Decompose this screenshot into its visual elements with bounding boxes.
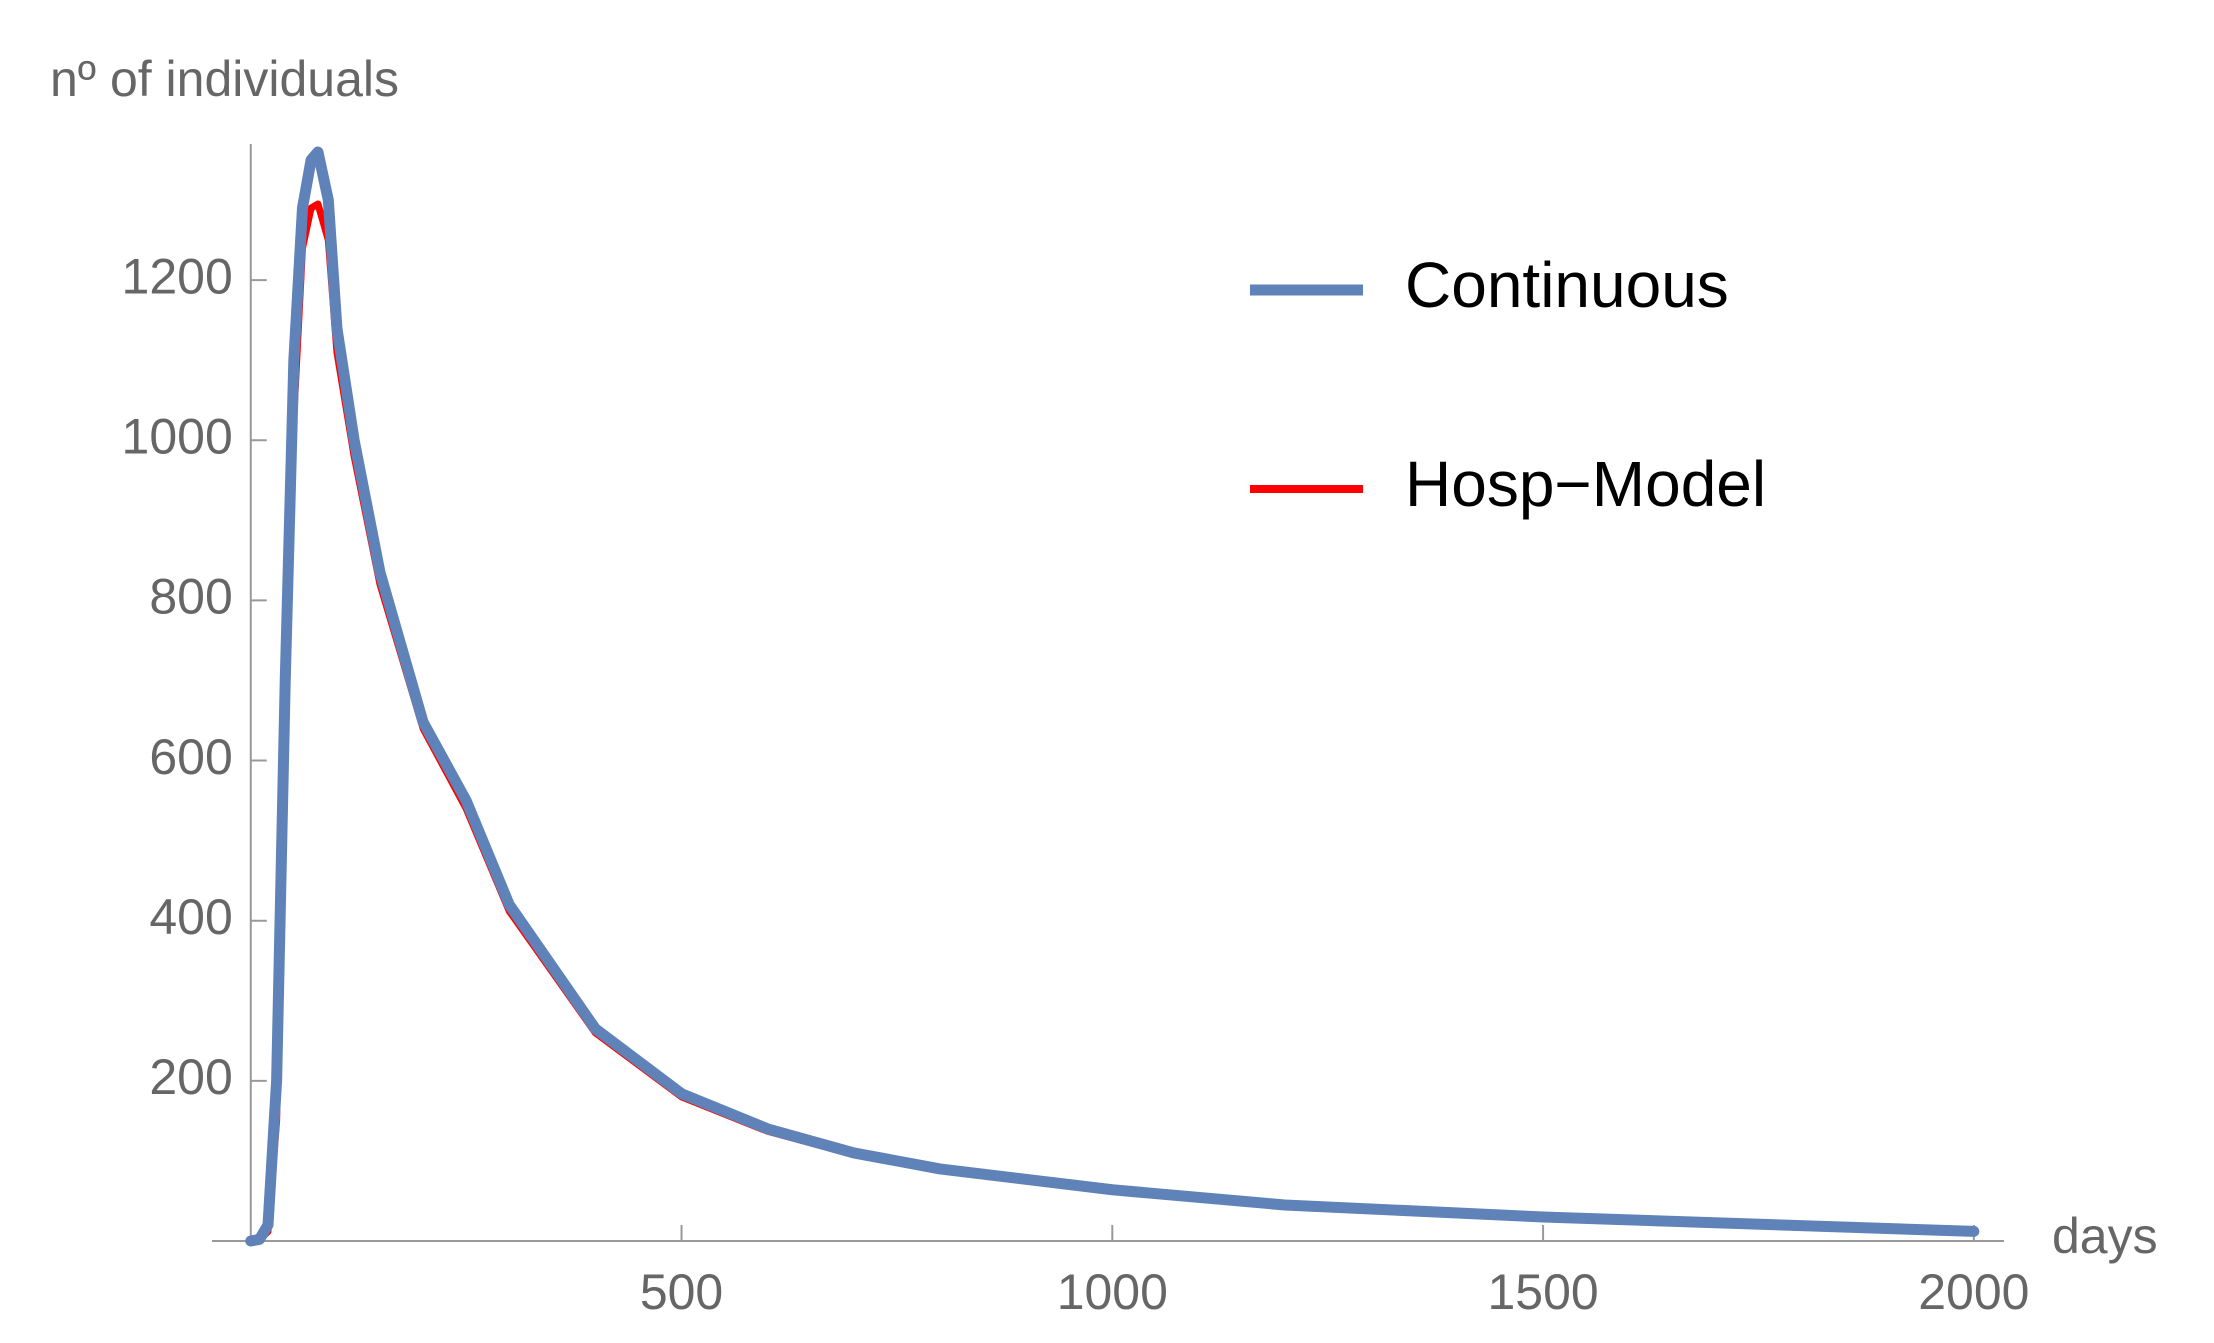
legend-label: Hosp−Model: [1405, 448, 1766, 520]
x-axis-label: days: [2052, 1208, 2158, 1264]
x-tick-label: 1000: [1057, 1264, 1168, 1320]
x-tick-label: 1500: [1487, 1264, 1598, 1320]
y-axis-label: nº of individuals: [50, 51, 399, 107]
legend-label: Continuous: [1405, 249, 1729, 321]
series-line: [245, 146, 1980, 1247]
x-tick-label: 500: [640, 1264, 723, 1320]
y-tick-label: 600: [149, 729, 232, 785]
y-tick-label: 200: [149, 1049, 232, 1105]
y-tick-label: 1200: [122, 248, 233, 304]
x-tick-label: 2000: [1918, 1264, 2029, 1320]
y-tick-label: 800: [149, 569, 232, 625]
y-tick-label: 1000: [122, 408, 233, 464]
y-tick-label: 400: [149, 889, 232, 945]
series-line: [247, 200, 1978, 1245]
